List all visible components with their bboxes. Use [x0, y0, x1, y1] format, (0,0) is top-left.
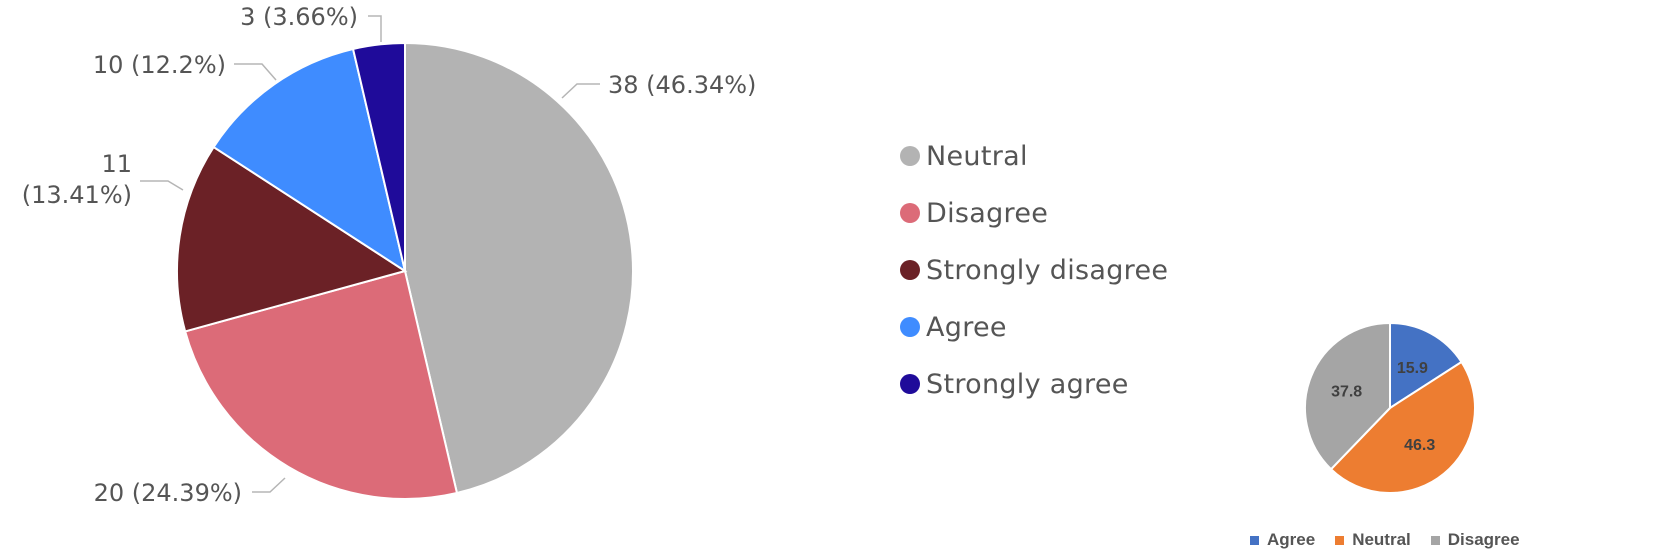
data-label-agree: 10 (12.2%) — [93, 51, 226, 79]
legend-swatch-strongly-disagree — [900, 260, 920, 280]
legend-item-strongly-agree: Strongly agree — [900, 366, 1168, 402]
leader-line-strongly-disagree — [140, 180, 184, 191]
legend-item-agree: Agree — [900, 309, 1168, 345]
main-pie-chart — [176, 41, 634, 500]
leader-line-neutral — [561, 83, 600, 99]
small-legend-label-disagree: Disagree — [1447, 530, 1520, 549]
small-legend-label-agree: Agree — [1267, 530, 1316, 549]
small-pie-slice-disagree — [1304, 321, 1391, 471]
legend-label-strongly-agree: Strongly agree — [926, 368, 1129, 400]
data-label-neutral: 38 (46.34%) — [608, 71, 756, 99]
main-pie-slice-agree — [212, 47, 407, 274]
small-pie-data-label-neutral: 46.3 — [1404, 437, 1435, 454]
small-pie-legend: Agree Neutral Disagree — [1250, 530, 1520, 550]
small-legend-swatch-neutral — [1335, 535, 1345, 545]
main-pie-slice-disagree — [183, 269, 459, 500]
legend-label-disagree: Disagree — [926, 197, 1049, 229]
leader-line-disagree — [252, 477, 286, 493]
small-legend-item-disagree: Disagree — [1430, 530, 1520, 550]
legend-swatch-disagree — [900, 203, 920, 223]
small-pie-data-label-agree: 15.9 — [1397, 360, 1428, 377]
small-legend-swatch-agree — [1250, 535, 1259, 545]
small-pie-data-labels: 15.9 46.3 37.8 — [1331, 360, 1435, 454]
main-pie-slice-neutral — [404, 41, 634, 495]
leader-line-agree — [234, 63, 277, 81]
small-legend-item-agree: Agree — [1250, 530, 1315, 550]
legend-swatch-neutral — [900, 146, 920, 166]
legend-item-neutral: Neutral — [900, 138, 1168, 174]
data-label-strongly-disagree-percent: (13.41%) — [22, 181, 132, 209]
legend-label-agree: Agree — [926, 311, 1007, 343]
small-legend-item-neutral: Neutral — [1335, 530, 1411, 550]
small-pie-slice-neutral — [1329, 360, 1476, 494]
legend-item-disagree: Disagree — [900, 195, 1168, 231]
small-pie-data-label-disagree: 37.8 — [1331, 384, 1362, 401]
main-pie-data-labels: 38 (46.34%) 20 (24.39%) 11 (13.41%) 10 (12.2… — [22, 3, 757, 507]
data-label-disagree: 20 (24.39%) — [94, 479, 242, 507]
small-legend-swatch-disagree — [1430, 535, 1440, 545]
legend-swatch-agree — [900, 317, 920, 337]
small-legend-label-neutral: Neutral — [1352, 530, 1411, 549]
small-pie-chart — [1304, 321, 1476, 494]
leader-line-strongly-agree — [368, 15, 382, 42]
legend-label-neutral: Neutral — [926, 140, 1028, 172]
legend-item-strongly-disagree: Strongly disagree — [900, 252, 1168, 288]
main-pie-slice-strongly-agree — [351, 41, 406, 272]
data-label-strongly-agree: 3 (3.66%) — [240, 3, 358, 31]
main-pie-legend: Neutral Disagree Strongly disagree Agree… — [900, 138, 1168, 402]
legend-swatch-strongly-agree — [900, 374, 920, 394]
data-label-strongly-disagree-count: 11 — [101, 150, 132, 178]
legend-label-strongly-disagree: Strongly disagree — [926, 254, 1169, 286]
small-pie-slice-agree — [1389, 321, 1463, 410]
main-pie-slice-strongly-disagree — [176, 145, 408, 333]
